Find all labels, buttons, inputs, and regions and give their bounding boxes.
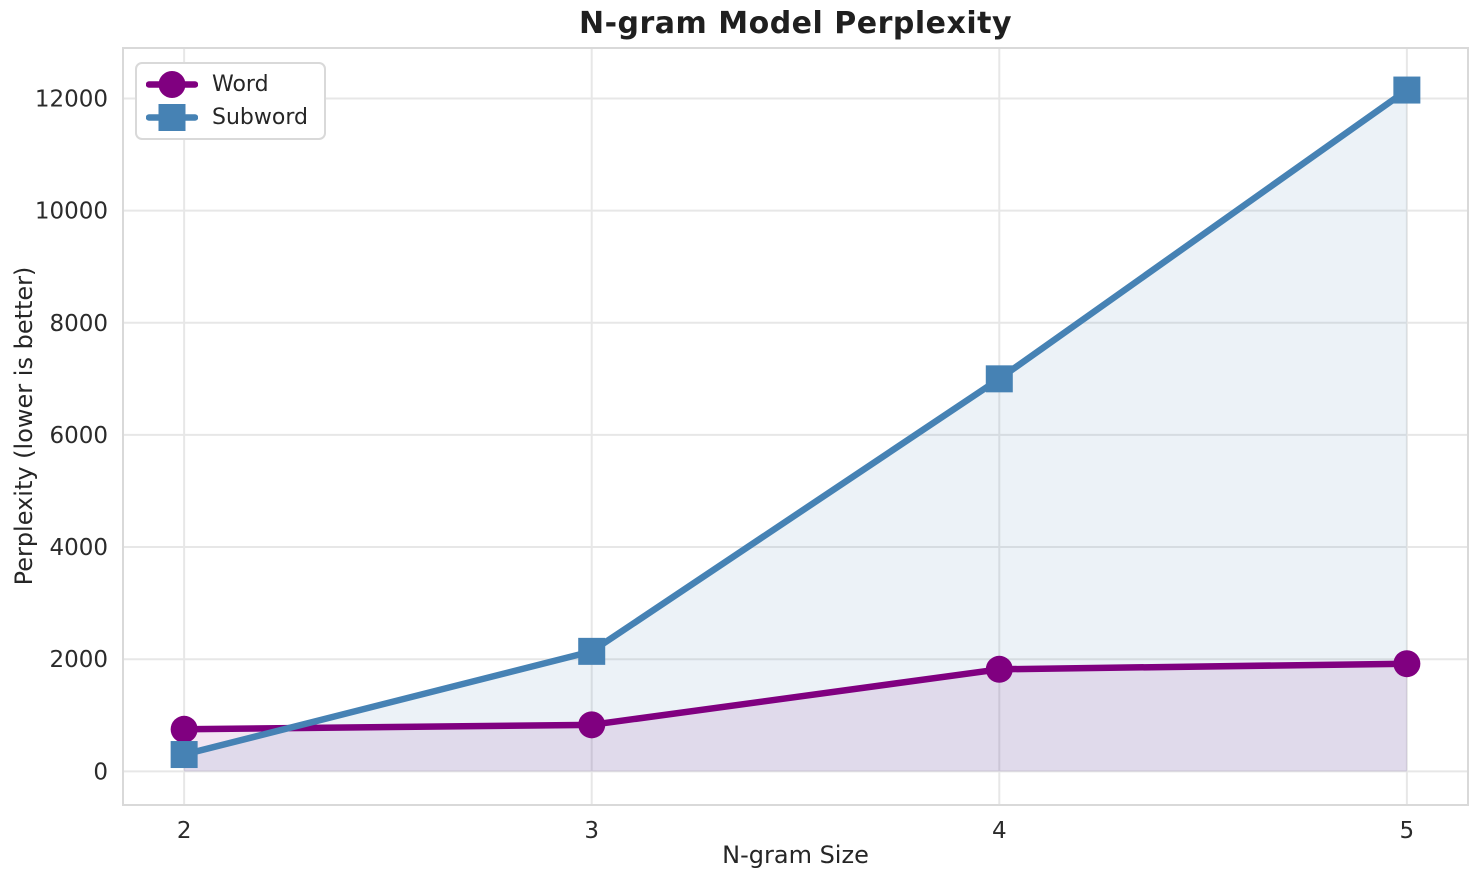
marker-subword [985, 365, 1013, 393]
subword-line-square-marker-icon [146, 104, 198, 131]
axes-frame [122, 47, 1469, 806]
y-tick-label: 0 [93, 759, 108, 785]
y-tick-label: 2000 [49, 647, 108, 673]
y-tick-label: 12000 [35, 86, 108, 112]
legend-label-subword: Subword [212, 104, 308, 130]
x-tick-label: 2 [177, 818, 192, 844]
marker-subword [578, 637, 606, 665]
area-fill-word [184, 663, 1407, 772]
legend-label-word: Word [212, 71, 269, 97]
x-tick-label: 4 [992, 818, 1007, 844]
y-tick-label: 10000 [35, 199, 108, 225]
marker-subword [1393, 76, 1421, 104]
legend: Word Subword [135, 62, 326, 140]
marker-word [170, 715, 198, 743]
chart-title: N-gram Model Perplexity [578, 6, 1013, 41]
y-tick-label: 6000 [49, 423, 108, 449]
line-subword [180, 86, 1411, 758]
y-tick-label: 8000 [49, 311, 108, 337]
x-axis-label: N-gram Size [722, 841, 869, 869]
x-tick-label: 3 [584, 818, 599, 844]
legend-item-subword: Subword [146, 102, 308, 133]
legend-item-word: Word [146, 69, 308, 100]
marker-subword [170, 741, 198, 769]
marker-word [1393, 650, 1421, 678]
x-tick-label: 5 [1400, 818, 1415, 844]
word-line-circle-marker-icon [146, 71, 198, 98]
line-word [180, 660, 1411, 733]
marker-word [578, 711, 606, 739]
marker-word [985, 655, 1013, 683]
y-tick-label: 4000 [49, 535, 108, 561]
area-fill-subword [184, 90, 1407, 772]
